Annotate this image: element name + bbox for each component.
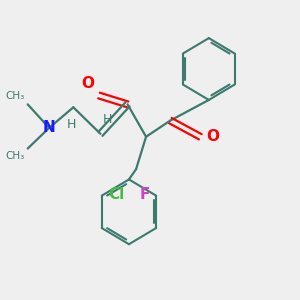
Text: N: N bbox=[43, 120, 56, 135]
Text: CH₃: CH₃ bbox=[5, 152, 24, 161]
Text: H: H bbox=[67, 118, 76, 131]
Text: Cl: Cl bbox=[108, 187, 124, 202]
Text: F: F bbox=[140, 187, 150, 202]
Text: H: H bbox=[103, 113, 112, 126]
Text: CH₃: CH₃ bbox=[5, 92, 24, 101]
Text: O: O bbox=[82, 76, 95, 91]
Text: O: O bbox=[206, 129, 219, 144]
